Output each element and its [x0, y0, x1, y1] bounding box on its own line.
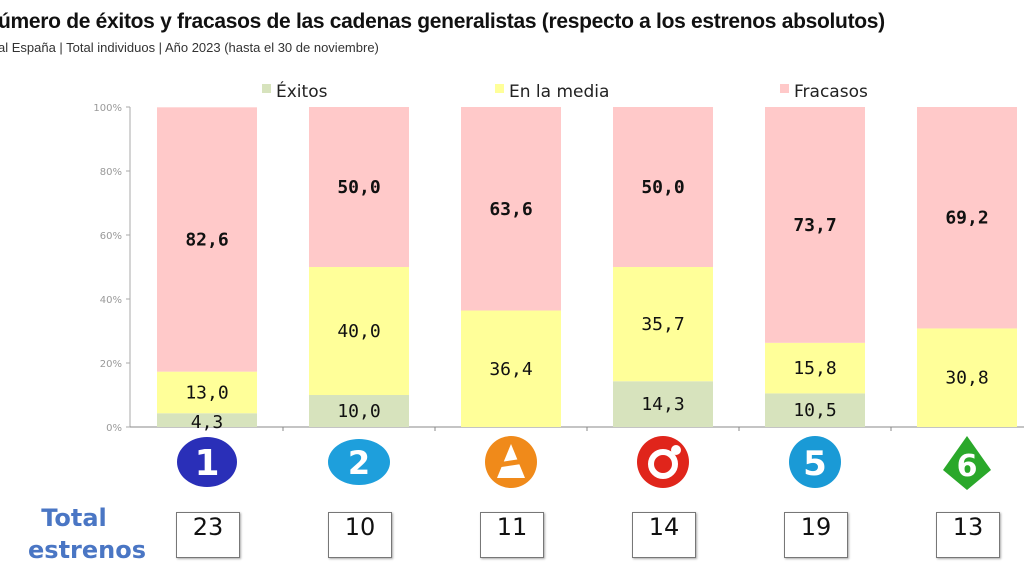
data-label: 63,6: [489, 199, 532, 220]
data-label: 82,6: [185, 229, 228, 250]
svg-text:2: 2: [348, 444, 370, 482]
bar-segment: [157, 371, 257, 414]
bar-segment: [613, 381, 713, 427]
svg-text:6: 6: [957, 449, 978, 484]
svg-text:5: 5: [803, 444, 827, 484]
y-tick-label: 100%: [93, 103, 122, 114]
y-tick-label: 80%: [100, 167, 122, 178]
bar-segment: [309, 107, 409, 267]
total-box: 10: [328, 512, 392, 558]
total-box: 13: [936, 512, 1000, 558]
la1-logo-icon: 1: [177, 437, 237, 487]
chart-subtitle: al España | Total individuos | Año 2023 …: [0, 40, 379, 55]
legend-swatch: [780, 84, 789, 93]
bar-segment: [917, 107, 1017, 329]
data-label: 10,5: [793, 400, 836, 421]
bar-segment: [157, 413, 257, 427]
total-box: 14: [632, 512, 696, 558]
la2-logo-icon: 2: [328, 439, 390, 485]
cuatro-logo-icon: [637, 436, 689, 488]
data-label: 13,0: [185, 382, 228, 403]
data-label: 10,0: [337, 401, 380, 422]
bar-segment: [157, 107, 257, 372]
legend-label: Éxitos: [276, 80, 328, 102]
data-label: 50,0: [641, 177, 684, 198]
data-label: 30,8: [945, 368, 988, 389]
legend-swatch: [262, 84, 271, 93]
total-box: 19: [784, 512, 848, 558]
total-label-line1: Total: [41, 504, 107, 532]
bar-segment: [613, 107, 713, 267]
data-label: 14,3: [641, 394, 684, 415]
y-tick-label: 0%: [106, 423, 122, 434]
data-label: 50,0: [337, 177, 380, 198]
bar-segment: [765, 107, 865, 343]
stacked-bar-chart: 0% 20% 40% 60% 80% 100% Éxitos En la media Fraca…: [93, 80, 1024, 490]
lasexta-logo-icon: 6: [943, 436, 991, 490]
total-box: 23: [176, 512, 240, 558]
data-label: 36,4: [489, 359, 532, 380]
legend-swatch: [495, 84, 504, 93]
bar-segment: [461, 107, 561, 311]
data-label: 73,7: [793, 215, 836, 236]
bar-segment: [765, 393, 865, 427]
svg-text:1: 1: [194, 443, 219, 484]
total-label-line2: estrenos: [28, 536, 147, 564]
bar-segment: [613, 267, 713, 382]
data-label: 40,0: [337, 321, 380, 342]
bar-segment: [309, 395, 409, 427]
legend-label: Fracasos: [794, 82, 868, 102]
bar-segment: [461, 310, 561, 427]
antena3-logo-icon: [485, 436, 537, 488]
y-tick-label: 60%: [100, 231, 122, 242]
bar-segment: [765, 342, 865, 394]
data-label: 15,8: [793, 358, 836, 379]
telecinco-logo-icon: 5: [789, 436, 841, 488]
chart-title: úmero de éxitos y fracasos de las cadena…: [0, 10, 885, 33]
y-tick-label: 20%: [100, 359, 122, 370]
bar-segment: [917, 328, 1017, 427]
total-estrenos-label: Total estrenos: [28, 502, 147, 566]
total-box: 11: [480, 512, 544, 558]
data-label: 69,2: [945, 208, 988, 229]
y-tick-label: 40%: [100, 295, 122, 306]
legend-label: En la media: [509, 82, 609, 102]
bar-segment: [309, 267, 409, 395]
data-label: 35,7: [641, 314, 684, 335]
data-label: 4,3: [191, 412, 224, 433]
